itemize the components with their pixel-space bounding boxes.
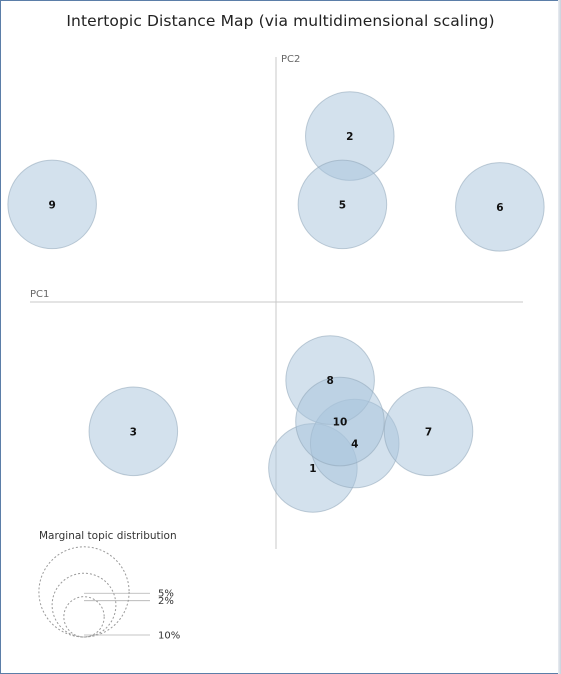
legend-circle-5% — [51, 572, 117, 638]
topic-labels: 1 2 3 4 5 6 7 8 9 10 — [48, 131, 503, 475]
topic-label-10: 10 — [333, 417, 348, 429]
topic-bubble-6[interactable] — [455, 162, 545, 252]
topic-label-6: 6 — [496, 202, 503, 214]
legend-title: Marginal topic distribution — [39, 530, 177, 542]
topic-label-8: 8 — [326, 375, 333, 387]
topic-bubble-5[interactable] — [297, 159, 388, 250]
legend-label-5%: 5% — [158, 589, 174, 600]
legend-label-10%: 10% — [158, 631, 180, 642]
topic-label-9: 9 — [48, 199, 55, 211]
frame-edge — [558, 0, 561, 674]
legend-label-2%: 2% — [158, 596, 174, 607]
pc1-axis-label: PC1 — [30, 289, 49, 300]
topic-label-4: 4 — [351, 439, 358, 451]
topic-bubble-9[interactable] — [7, 159, 97, 250]
pc2-axis-label: PC2 — [281, 54, 300, 65]
topic-label-7: 7 — [425, 426, 432, 438]
topic-label-3: 3 — [130, 426, 137, 438]
topic-bubble-3[interactable] — [88, 386, 179, 477]
legend-circle-10% — [38, 546, 130, 638]
legend-circle-2% — [63, 596, 105, 638]
size-legend: 2%5% 10% — [38, 546, 180, 642]
topic-bubbles — [7, 91, 545, 513]
topic-bubble-7[interactable] — [383, 386, 474, 477]
topic-label-5: 5 — [339, 199, 346, 211]
chart-title: Intertopic Distance Map (via multidimens… — [66, 12, 495, 30]
topic-label-2: 2 — [346, 131, 353, 143]
topic-label-1: 1 — [309, 463, 316, 475]
topic-bubble-10[interactable] — [295, 376, 385, 467]
